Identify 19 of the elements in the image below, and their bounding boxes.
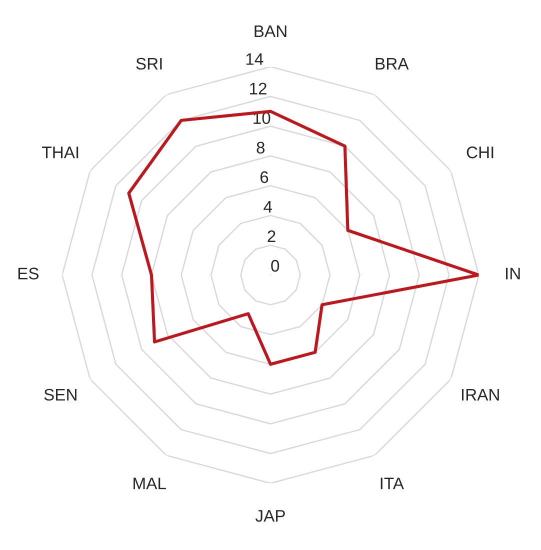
spoke-label: THAI bbox=[42, 146, 78, 158]
spoke-label: ITA bbox=[380, 478, 404, 490]
spoke-label: JAP bbox=[255, 510, 285, 522]
spoke-label: BRA bbox=[376, 58, 409, 70]
y-tick-label: 8 bbox=[256, 142, 265, 154]
spoke-label: SEN bbox=[44, 388, 76, 401]
y-tick-label: 12 bbox=[250, 82, 266, 94]
spoke-label: IN bbox=[506, 268, 520, 280]
spoke-label: BAN bbox=[254, 26, 286, 37]
y-tick-label: 4 bbox=[264, 201, 272, 212]
y-tick-label: 6 bbox=[260, 171, 268, 184]
spoke-label: SRI bbox=[136, 58, 162, 70]
spoke-label: CHI bbox=[466, 146, 494, 158]
spoke-label: ES bbox=[18, 268, 39, 280]
y-tick-label: 0 bbox=[271, 260, 280, 272]
spoke-label: IRAN bbox=[462, 389, 499, 400]
spoke-label: MAL bbox=[134, 478, 166, 490]
y-tick-label: 14 bbox=[246, 53, 264, 65]
y-tick-label: 2 bbox=[268, 230, 276, 242]
